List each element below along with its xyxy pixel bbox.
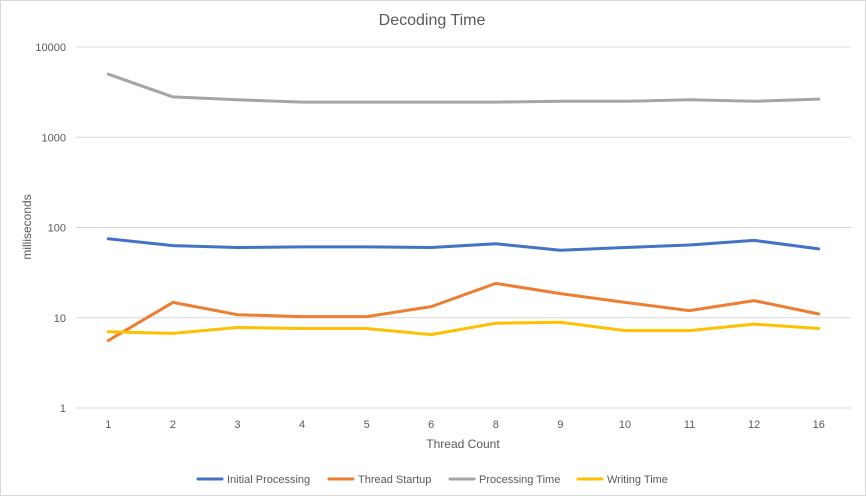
x-tick-label: 16 [813,419,825,431]
x-tick-label: 1 [105,419,111,431]
legend-item-thread-startup: Thread Startup [327,474,431,486]
y-axis-title: milliseconds [20,194,34,259]
chart-title: Decoding Time [379,12,486,29]
x-tick-label: 8 [493,419,499,431]
series-line-processing-time [106,72,821,104]
x-tick-label: 9 [557,419,563,431]
x-tick-label: 4 [299,419,305,431]
x-tick-label: 2 [170,419,176,431]
series-line-thread-startup [106,281,821,342]
x-tick-label: 6 [428,419,434,431]
y-axis-ticks: 1 10 100 1000 10000 [35,42,66,415]
gridlines [76,46,851,409]
legend-label: Processing Time [479,474,560,486]
y-tick-label: 10000 [35,42,66,54]
y-tick-label: 10 [54,313,66,325]
legend: Initial Processing Thread Startup Processi… [196,474,668,486]
legend-label: Initial Processing [227,474,310,486]
legend-label: Thread Startup [358,474,431,486]
x-axis-ticks: 1 2 3 4 5 6 8 9 10 11 12 16 [105,419,825,431]
legend-item-processing-time: Processing Time [448,474,560,486]
y-tick-label: 1 [60,403,66,415]
x-tick-label: 12 [748,419,760,431]
x-axis-title: Thread Count [426,437,500,451]
x-tick-label: 3 [234,419,240,431]
legend-label: Writing Time [607,474,668,486]
series-lines [106,72,821,342]
x-tick-label: 11 [684,419,695,431]
x-tick-label: 5 [364,419,370,431]
x-tick-label: 10 [619,419,631,431]
series-line-initial-processing [106,237,821,252]
y-tick-label: 100 [48,223,66,235]
y-tick-label: 1000 [42,132,66,144]
legend-item-writing-time: Writing Time [576,474,668,486]
legend-item-initial-processing: Initial Processing [196,474,310,486]
series-line-writing-time [106,320,821,337]
